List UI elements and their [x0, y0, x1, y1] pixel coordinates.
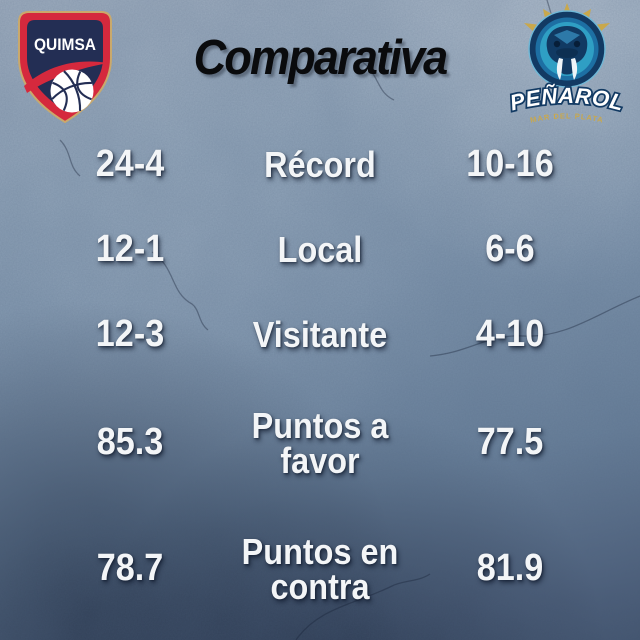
stat-label: Puntos a favor [251, 404, 389, 481]
quimsa-wordmark: QUIMSA [34, 35, 96, 54]
quimsa-stat-value: 12-3 [95, 313, 165, 356]
stat-label: Récord [264, 144, 376, 186]
penarol-stat-value: 81.9 [476, 547, 544, 590]
stat-row-visitante: 12-3 Visitante 4-10 [0, 306, 640, 364]
svg-text:PEÑAROL: PEÑAROL [507, 83, 626, 116]
stat-row-puntos-favor: 85.3 Puntos a favor 77.5 [0, 396, 640, 490]
stat-row-local: 12-1 Local 6-6 [0, 221, 640, 279]
svg-text:MAR DEL PLATA: MAR DEL PLATA [529, 111, 604, 124]
quimsa-stat-value: 85.3 [96, 421, 164, 464]
penarol-stat-value: 4-10 [475, 313, 545, 356]
page-title: Comparativa [193, 31, 449, 85]
quimsa-logo-icon: QUIMSA [18, 11, 112, 124]
penarol-stat-value: 10-16 [466, 143, 554, 186]
penarol-logo-icon: PEÑAROL MAR DEL PLATA [506, 3, 628, 125]
stat-row-puntos-contra: 78.7 Puntos en contra 81.9 [0, 520, 640, 618]
penarol-stat-value: 77.5 [476, 421, 544, 464]
quimsa-stat-value: 24-4 [95, 143, 165, 186]
stat-label: Puntos en contra [241, 530, 399, 607]
stat-label: Local [277, 229, 363, 271]
quimsa-stat-value: 78.7 [96, 547, 164, 590]
penarol-stat-value: 6-6 [485, 228, 535, 271]
penarol-subtitle: MAR DEL PLATA [529, 111, 603, 124]
penarol-wordmark: PEÑAROL [506, 81, 628, 117]
stat-label: Visitante [252, 314, 388, 356]
walrus-face [546, 26, 588, 80]
stat-row-record: 24-4 Récord 10-16 [0, 136, 640, 194]
quimsa-stat-value: 12-1 [95, 228, 165, 271]
